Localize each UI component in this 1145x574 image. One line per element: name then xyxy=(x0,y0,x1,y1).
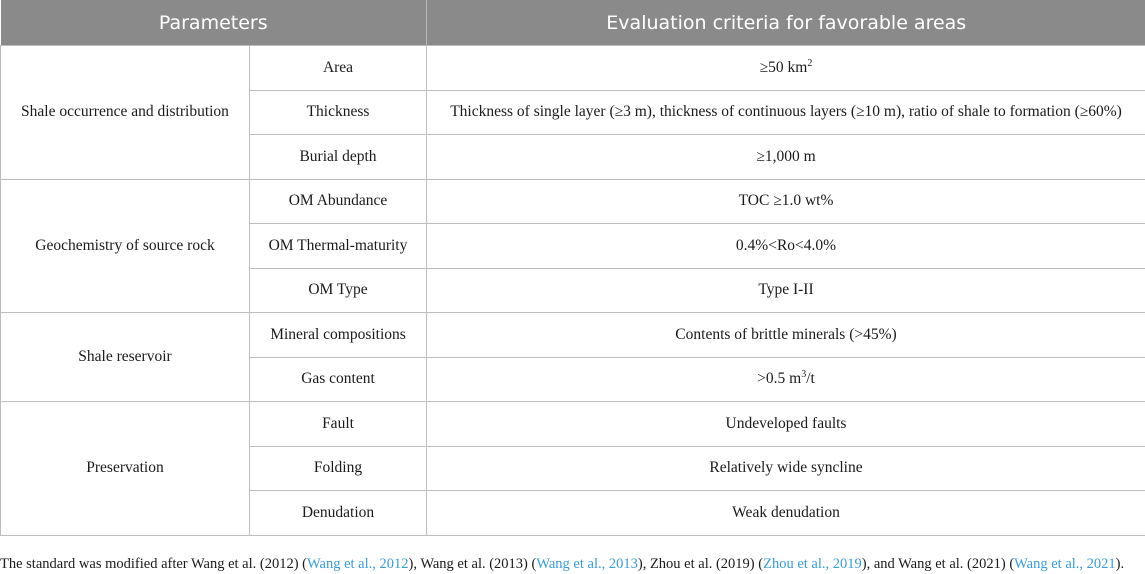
table-row: Burial depth ≥1,000 m xyxy=(1,134,1145,180)
citation-link[interactable]: Wang et al., 2013 xyxy=(536,556,638,572)
table-header-row: Parameters Evaluation criteria for favor… xyxy=(0,0,1145,46)
table-row: Preservation Fault Undeveloped faults xyxy=(0,401,1145,536)
table-row: Shale reservoir Mineral compositions Conte… xyxy=(0,312,1145,402)
criteria-cell: Undeveloped faults xyxy=(426,401,1145,447)
criteria-text: Thickness of single layer (≥3 m), thickn… xyxy=(450,103,1122,121)
table-row: OM Thermal-maturity 0.4%<Ro<4.0% xyxy=(1,223,1145,269)
group-label: Preservation xyxy=(0,401,250,536)
criteria-cell: Relatively wide syncline xyxy=(426,445,1145,491)
citation-link[interactable]: Zhou et al., 2019 xyxy=(763,556,862,572)
citation-link[interactable]: Wang et al., 2021 xyxy=(1014,556,1116,572)
table-row: Gas content >0.5 m3/t xyxy=(1,356,1145,402)
criteria-text: ≥50 km xyxy=(759,58,808,76)
criteria-cell: TOC ≥1.0 wt% xyxy=(426,178,1145,224)
parameter-cell: OM Type xyxy=(249,267,427,313)
footnote-text: ). xyxy=(1115,556,1125,572)
parameter-cell: Area xyxy=(249,45,427,91)
table-row: Folding Relatively wide syncline xyxy=(1,445,1145,491)
footnote-text: The standard was modified after Wang et … xyxy=(0,556,307,572)
table-row: OM Type Type I-II xyxy=(1,267,1145,313)
criteria-superscript: 3 xyxy=(801,369,807,381)
criteria-text: ≥1,000 m xyxy=(756,147,816,165)
table-row: Geochemistry of source rock OM Abundance T… xyxy=(0,178,1145,313)
criteria-text: 0.4%<Ro<4.0% xyxy=(735,236,837,254)
group-label: Geochemistry of source rock xyxy=(0,178,250,313)
parameter-cell: Folding xyxy=(249,445,427,491)
criteria-text: Undeveloped faults xyxy=(725,414,847,432)
criteria-text: Relatively wide syncline xyxy=(709,459,863,477)
parameter-cell: Burial depth xyxy=(249,134,427,180)
group-label: Shale occurrence and distribution xyxy=(0,45,250,180)
group-label: Shale reservoir xyxy=(0,312,250,402)
footnote-text: ), and Wang et al. (2021) ( xyxy=(861,556,1015,572)
parameter-cell: OM Thermal-maturity xyxy=(249,223,427,269)
criteria-text: >0.5 m xyxy=(757,370,802,388)
criteria-table: Parameters Evaluation criteria for favor… xyxy=(0,0,1145,536)
table-row: Thickness Thickness of single layer (≥3 m… xyxy=(1,89,1145,135)
criteria-text: TOC ≥1.0 wt% xyxy=(738,192,834,210)
parameter-cell: Mineral compositions xyxy=(249,312,427,358)
footnote-text: ), Wang et al. (2013) ( xyxy=(408,556,537,572)
criteria-cell: 0.4%<Ro<4.0% xyxy=(426,223,1145,269)
criteria-cell: Weak denudation xyxy=(426,490,1145,536)
table-body: Shale occurrence and distribution Area ≥50… xyxy=(0,45,1145,536)
criteria-cell: ≥50 km2 xyxy=(426,45,1145,91)
criteria-unit-suffix: /t xyxy=(806,370,815,388)
criteria-cell: ≥1,000 m xyxy=(426,134,1145,180)
criteria-superscript: 2 xyxy=(807,57,813,69)
criteria-text: Weak denudation xyxy=(732,503,840,521)
parameter-cell: Gas content xyxy=(249,356,427,402)
table-footnote: The standard was modified after Wang et … xyxy=(0,556,1124,573)
table-row: Shale occurrence and distribution Area ≥50… xyxy=(0,45,1145,180)
criteria-cell: Contents of brittle minerals (>45%) xyxy=(426,312,1145,358)
parameter-cell: Fault xyxy=(249,401,427,447)
citation-link[interactable]: Wang et al., 2012 xyxy=(307,556,409,572)
header-parameters: Parameters xyxy=(0,0,427,46)
criteria-cell: Thickness of single layer (≥3 m), thickn… xyxy=(426,89,1145,135)
criteria-text: Contents of brittle minerals (>45%) xyxy=(675,325,897,343)
parameter-cell: Denudation xyxy=(249,490,427,536)
footnote-text: ), Zhou et al. (2019) ( xyxy=(637,556,764,572)
criteria-cell: >0.5 m3/t xyxy=(426,356,1145,402)
criteria-text: Type I-II xyxy=(758,281,814,299)
parameter-cell: Thickness xyxy=(249,89,427,135)
parameter-cell: OM Abundance xyxy=(249,178,427,224)
header-evaluation-criteria: Evaluation criteria for favorable areas xyxy=(426,0,1145,46)
criteria-cell: Type I-II xyxy=(426,267,1145,313)
table-row: Denudation Weak denudation xyxy=(1,490,1145,536)
